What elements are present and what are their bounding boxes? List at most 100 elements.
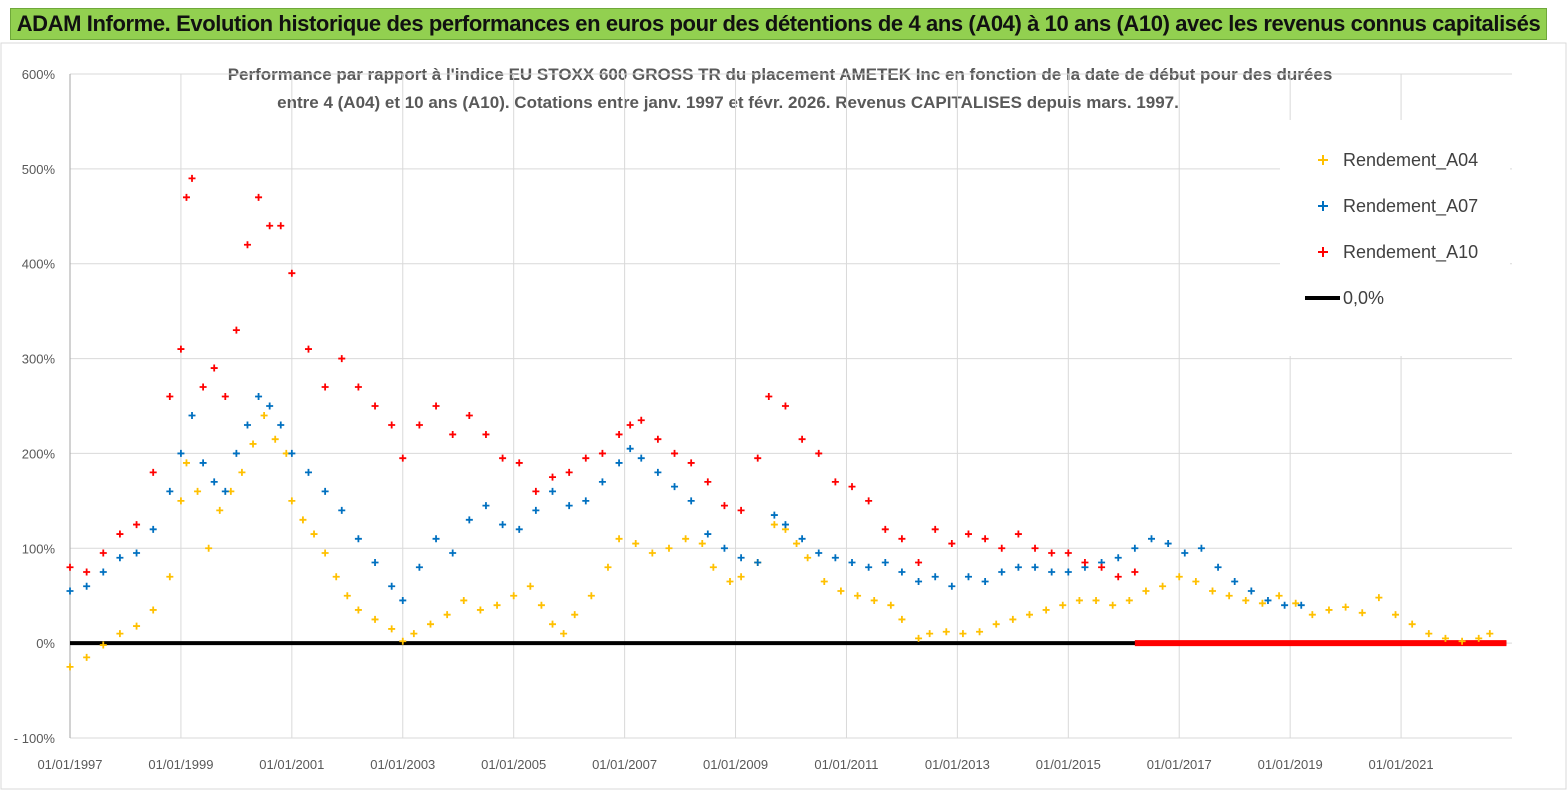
point-a04 — [443, 611, 451, 619]
y-tick-label: 100% — [22, 541, 56, 556]
y-tick-label: 400% — [22, 257, 56, 272]
point-a10 — [815, 449, 823, 457]
point-a10 — [99, 549, 107, 557]
x-tick-label: 01/01/2013 — [925, 757, 990, 772]
point-a04 — [238, 468, 246, 476]
point-a07 — [388, 582, 396, 590]
point-a04 — [1075, 596, 1083, 604]
point-a07 — [598, 478, 606, 486]
point-a07 — [815, 549, 823, 557]
point-a07 — [232, 449, 240, 457]
point-a07 — [671, 483, 679, 491]
point-a04 — [310, 530, 318, 538]
point-a04 — [915, 634, 923, 642]
point-a07 — [482, 502, 490, 510]
point-a04 — [820, 577, 828, 585]
point-a07 — [770, 511, 778, 519]
point-a04 — [560, 630, 568, 638]
point-a04 — [854, 592, 862, 600]
point-a10 — [565, 468, 573, 476]
point-a10 — [415, 421, 423, 429]
legend-marker — [1318, 247, 1328, 257]
point-a04 — [1458, 637, 1466, 645]
x-tick-label: 01/01/2005 — [481, 757, 546, 772]
point-a04 — [615, 535, 623, 543]
point-a04 — [648, 549, 656, 557]
point-a07 — [582, 497, 590, 505]
x-tick-label: 01/01/2007 — [592, 757, 657, 772]
point-a07 — [915, 577, 923, 585]
point-a10 — [399, 454, 407, 462]
point-a04 — [460, 596, 468, 604]
point-a10 — [1014, 530, 1022, 538]
point-a07 — [1297, 601, 1305, 609]
x-tick-label: 01/01/1997 — [37, 757, 102, 772]
point-a04 — [632, 540, 640, 548]
point-a07 — [1214, 563, 1222, 571]
legend-label: 0,0% — [1343, 288, 1384, 308]
point-a04 — [537, 601, 545, 609]
point-a04 — [942, 628, 950, 636]
y-tick-label: 300% — [22, 352, 56, 367]
point-a10 — [255, 193, 263, 201]
point-a10 — [499, 454, 507, 462]
point-a04 — [205, 544, 213, 552]
point-a07 — [981, 577, 989, 585]
point-a04 — [354, 606, 362, 614]
point-a07 — [399, 596, 407, 604]
point-a07 — [898, 568, 906, 576]
point-a04 — [1009, 615, 1017, 623]
point-a10 — [465, 411, 473, 419]
point-a07 — [1148, 535, 1155, 543]
point-a07 — [1181, 549, 1189, 557]
point-a10 — [737, 506, 745, 514]
point-a07 — [1164, 540, 1172, 548]
point-a07 — [948, 582, 956, 590]
point-a10 — [166, 393, 174, 401]
point-a07 — [515, 525, 523, 533]
point-a07 — [149, 525, 157, 533]
point-a07 — [465, 516, 473, 524]
point-a10 — [831, 478, 839, 486]
x-tick-label: 01/01/2011 — [814, 757, 878, 772]
point-a10 — [754, 454, 762, 462]
point-a10 — [266, 222, 274, 230]
point-a04 — [493, 601, 501, 609]
point-a04 — [1425, 630, 1433, 638]
point-a07 — [615, 459, 623, 467]
point-a07 — [1131, 544, 1139, 552]
point-a07 — [354, 535, 362, 543]
point-a04 — [1059, 601, 1067, 609]
series-a10 — [66, 174, 1139, 581]
point-a04 — [571, 611, 579, 619]
point-a07 — [931, 573, 939, 581]
point-a10 — [931, 525, 939, 533]
point-a04 — [1175, 573, 1183, 581]
point-a04 — [410, 630, 418, 638]
point-a07 — [243, 421, 251, 429]
point-a07 — [255, 393, 263, 401]
point-a10 — [964, 530, 972, 538]
point-a10 — [720, 502, 728, 510]
point-a04 — [926, 630, 934, 638]
point-a04 — [1308, 611, 1316, 619]
point-a07 — [637, 454, 645, 462]
point-a10 — [1064, 549, 1072, 557]
x-tick-label: 01/01/2001 — [259, 757, 324, 772]
point-a10 — [898, 535, 906, 543]
point-a10 — [765, 393, 773, 401]
point-a04 — [510, 592, 518, 600]
point-a04 — [260, 411, 268, 419]
point-a04 — [388, 625, 396, 633]
point-a04 — [682, 535, 690, 543]
point-a04 — [1275, 592, 1283, 600]
x-tick-label: 01/01/2017 — [1147, 757, 1212, 772]
point-a10 — [188, 174, 196, 182]
point-a10 — [321, 383, 329, 391]
y-axis-ticks: - 100% 0% 100% 200% 300% 400% 500% 600% — [14, 67, 56, 746]
point-a04 — [321, 549, 329, 557]
point-a07 — [177, 449, 185, 457]
point-a07 — [704, 530, 712, 538]
point-a04 — [1486, 630, 1494, 638]
x-tick-label: 01/01/2021 — [1369, 757, 1434, 772]
